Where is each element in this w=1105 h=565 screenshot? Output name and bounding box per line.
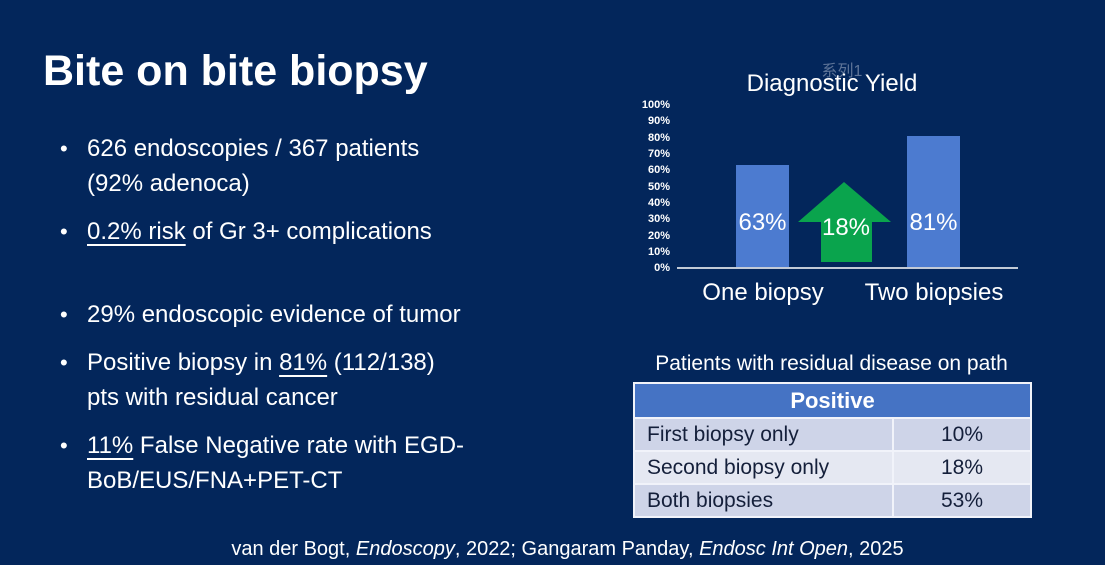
bullet-item-risk: • 0.2% risk of Gr 3+ complications [60, 214, 580, 249]
bullet-item-endoscopic-evidence: • 29% endoscopic evidence of tumor [60, 297, 580, 332]
row-value: 53% [892, 483, 1032, 518]
bullet-text: 29% endoscopic evidence of tumor [87, 301, 461, 328]
bullet-marker-icon: • [60, 433, 68, 458]
y-tick-100: 100% [641, 99, 670, 111]
bullet-marker-icon: • [60, 219, 68, 244]
bullet-text: False Negative rate with EGD- [133, 432, 465, 459]
bullet-item-positive-biopsy: • Positive biopsy in 81% (112/138) pts w… [60, 345, 580, 415]
bullet-text-block: 0.2% risk of Gr 3+ complications [87, 214, 580, 249]
bullet-line: pts with residual cancer [87, 380, 580, 415]
bullet-marker-icon: • [60, 302, 68, 327]
y-tick-80: 80% [647, 132, 670, 144]
y-tick-20: 20% [647, 230, 670, 242]
bullet-text: (112/138) [327, 349, 435, 376]
table-row-second-biopsy: Second biopsy only 18% [633, 450, 1032, 485]
row-label: Second biopsy only [633, 450, 894, 485]
bullet-text-underlined: 0.2% risk [87, 218, 186, 245]
row-value: 18% [892, 450, 1032, 485]
table-caption: Patients with residual disease on path [655, 352, 1008, 375]
bullet-text: of Gr 3+ complications [185, 218, 432, 245]
y-tick-0: 0% [654, 262, 670, 274]
bullet-text: (92% adenoca) [87, 170, 250, 197]
bullet-item-endoscopies: • 626 endoscopies / 367 patients (92% ad… [60, 131, 580, 201]
bullet-item-false-negative: • 11% False Negative rate with EGD- BoB/… [60, 428, 580, 498]
bar-value-label-one-biopsy: 63% [738, 209, 787, 236]
slide-title: Bite on bite biopsy [43, 47, 428, 95]
y-tick-50: 50% [647, 181, 670, 193]
y-tick-40: 40% [647, 197, 670, 209]
bullet-list: • 626 endoscopies / 367 patients (92% ad… [60, 131, 580, 511]
bullet-text-block: 29% endoscopic evidence of tumor [87, 297, 580, 332]
bullet-text-block: Positive biopsy in 81% (112/138) pts wit… [87, 345, 580, 415]
bar-value-label-two-biopsies: 81% [909, 209, 958, 236]
residual-disease-panel: Patients with residual disease on path P… [633, 352, 1032, 518]
plot-canvas [677, 136, 1018, 269]
bullet-line: 626 endoscopies / 367 patients [87, 131, 580, 166]
citation-text: van der Bogt, [231, 538, 356, 560]
row-value: 10% [892, 417, 1032, 452]
category-label-one-biopsy: One biopsy [702, 279, 824, 306]
citation-journal: Endosc Int Open [699, 538, 849, 560]
bullet-text-underlined: 81% [279, 349, 328, 376]
bullet-line: 0.2% risk of Gr 3+ complications [87, 214, 580, 249]
ghost-series-label: 系列1 [821, 63, 863, 80]
increase-arrow-icon [798, 182, 891, 262]
table-row-both-biopsies: Both biopsies 53% [633, 483, 1032, 518]
bullet-text-block: 626 endoscopies / 367 patients (92% aden… [87, 131, 580, 201]
y-tick-90: 90% [647, 115, 670, 127]
citation-footer: van der Bogt, Endoscopy, 2022; Gangaram … [0, 536, 1105, 562]
residual-disease-table: Positive First biopsy only 10% Second bi… [633, 382, 1032, 518]
bullet-text: Positive biopsy in [87, 349, 280, 376]
row-label: First biopsy only [633, 417, 894, 452]
chart-title: Diagnostic Yield [746, 70, 918, 97]
diagnostic-yield-chart: 系列1 Diagnostic Yield 100% 90% 80% 70% 60… [630, 55, 1060, 317]
citation-journal: Endoscopy [355, 538, 455, 560]
bullet-line: Positive biopsy in 81% (112/138) [87, 345, 580, 380]
bullet-text-block: 11% False Negative rate with EGD- BoB/EU… [87, 428, 580, 498]
y-tick-10: 10% [647, 246, 670, 258]
citation-text: , 2022; Gangaram Panday, [454, 538, 700, 560]
y-tick-60: 60% [647, 164, 670, 176]
row-label: Both biopsies [633, 483, 894, 518]
bullet-line: 11% False Negative rate with EGD- [87, 428, 580, 463]
bullet-text: BoB/EUS/FNA+PET-CT [87, 467, 343, 494]
bullet-marker-icon: • [60, 350, 68, 375]
bullet-line: (92% adenoca) [87, 166, 580, 201]
table-header-row: Positive [633, 382, 1032, 419]
bullet-line: 29% endoscopic evidence of tumor [87, 297, 580, 332]
category-label-two-biopsies: Two biopsies [864, 279, 1004, 306]
bullet-text: pts with residual cancer [87, 384, 338, 411]
citation-text: , 2025 [848, 538, 904, 560]
y-tick-70: 70% [647, 148, 670, 160]
bullet-marker-icon: • [60, 136, 68, 161]
bar-one-biopsy [736, 165, 789, 267]
bullet-line: BoB/EUS/FNA+PET-CT [87, 463, 580, 498]
table-header-positive: Positive [633, 382, 1032, 419]
y-tick-30: 30% [647, 213, 670, 225]
table-row-first-biopsy: First biopsy only 10% [633, 417, 1032, 452]
bullet-text: 626 endoscopies / 367 patients [87, 135, 420, 162]
arrow-value-label: 18% [821, 214, 871, 241]
bullet-text-underlined: 11% [87, 432, 134, 459]
bar-two-biopsies [907, 136, 960, 267]
